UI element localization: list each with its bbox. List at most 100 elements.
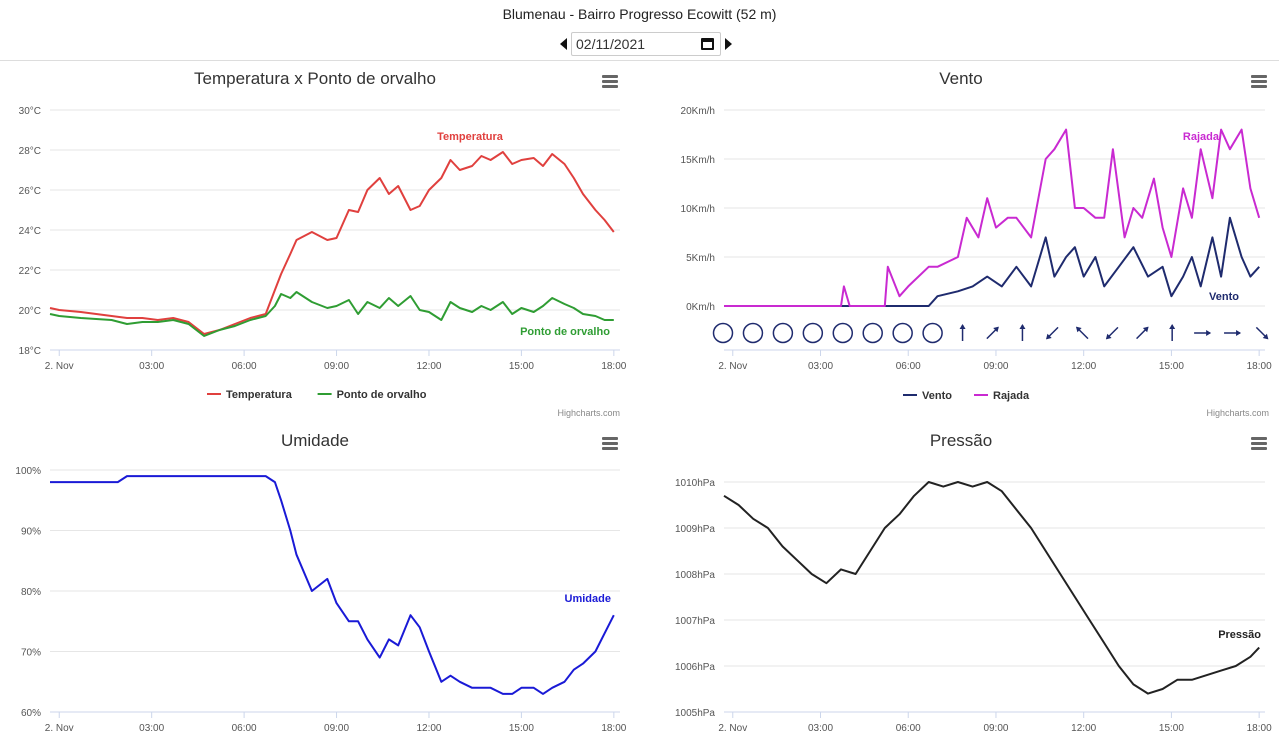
series-line-ponto-de-orvalho[interactable]: [49, 291, 614, 337]
x-tick-label: 18:00: [1247, 361, 1272, 372]
wind-calm-marker: [802, 322, 824, 344]
series-label: Umidade: [565, 593, 611, 605]
date-input[interactable]: 02/11/2021: [571, 32, 721, 56]
chart-menu-icon[interactable]: [1251, 437, 1267, 450]
legend-item[interactable]: Rajada: [974, 390, 1030, 402]
legend-label: Vento: [922, 390, 952, 402]
y-tick-label: 26°C: [19, 186, 41, 197]
y-tick-label: 100%: [15, 466, 41, 477]
y-tick-label: 24°C: [19, 226, 41, 237]
date-value: 02/11/2021: [576, 36, 646, 52]
series-line-press-o[interactable]: [723, 481, 1260, 695]
y-tick-label: 1007hPa: [675, 616, 715, 627]
chart-title: Vento: [939, 69, 983, 88]
x-tick-label: 06:00: [232, 723, 257, 733]
wind-direction-arrow-icon: [1105, 326, 1119, 340]
series-label: Temperatura: [437, 131, 504, 143]
x-tick-label: 06:00: [232, 361, 257, 372]
y-tick-label: 20°C: [19, 306, 41, 317]
x-tick-label: 03:00: [808, 723, 833, 733]
wind-direction-arrow-icon: [1075, 326, 1089, 340]
x-tick-label: 06:00: [896, 361, 921, 372]
wind-direction-arrow-icon: [1019, 324, 1026, 341]
previous-day-icon[interactable]: [560, 38, 567, 50]
chart-title: Umidade: [281, 431, 349, 450]
x-tick-label: 12:00: [416, 361, 441, 372]
y-tick-label: 70%: [21, 648, 41, 659]
wind-direction-arrow-icon: [1194, 330, 1212, 336]
pressure-chart: Pressão 1005hPa 1006hPa 1007hPa 1008hPa 1009h…: [649, 422, 1279, 733]
wind-calm-marker: [922, 322, 943, 344]
legend-label: Ponto de orvalho: [337, 389, 427, 401]
x-tick-label: 15:00: [1159, 361, 1184, 372]
x-tick-label: 03:00: [808, 361, 833, 372]
x-tick-label: 09:00: [324, 723, 349, 733]
chart-menu-icon[interactable]: [1251, 75, 1267, 88]
calendar-icon[interactable]: [701, 38, 714, 50]
y-tick-label: 0Km/h: [686, 302, 715, 313]
wind-direction-arrow-icon: [986, 326, 999, 340]
wind-direction-arrow-icon: [1255, 326, 1269, 340]
series-line-umidade[interactable]: [50, 475, 615, 695]
chart-menu-icon[interactable]: [602, 75, 618, 88]
pressure-svg: Pressão 1005hPa 1006hPa 1007hPa 1008hPa 1009h…: [675, 431, 1272, 733]
credits-link[interactable]: Highcharts.com: [1206, 408, 1269, 418]
series-label: Ponto de orvalho: [520, 326, 610, 338]
series-label: Pressão: [1218, 629, 1261, 641]
wind-calm-marker: [892, 322, 913, 344]
series-line-rajada[interactable]: [724, 128, 1261, 307]
temp-svg: Temperatura x Ponto de orvalho 18°C 20°C 22…: [19, 69, 627, 418]
y-tick-label: 5Km/h: [686, 253, 715, 264]
legend-item[interactable]: Vento: [903, 390, 952, 402]
x-tick-label: 18:00: [1247, 723, 1272, 733]
x-tick-label: 2. Nov: [718, 723, 747, 733]
legend-item[interactable]: Ponto de orvalho: [317, 389, 427, 401]
x-tick-label: 2. Nov: [45, 361, 74, 372]
y-tick-label: 60%: [21, 708, 41, 719]
x-tick-label: 12:00: [1071, 361, 1096, 372]
x-tick-label: 15:00: [1159, 723, 1184, 733]
x-tick-label: 12:00: [416, 723, 441, 733]
credits-link[interactable]: Highcharts.com: [557, 408, 620, 418]
wind-direction-arrow-icon: [1046, 326, 1059, 340]
y-tick-label: 20Km/h: [681, 106, 715, 117]
wind-calm-marker: [742, 322, 764, 344]
y-tick-label: 30°C: [19, 106, 41, 117]
x-tick-label: 2. Nov: [45, 723, 74, 733]
wind-direction-arrow-icon: [1224, 330, 1242, 336]
wind-calm-marker: [862, 322, 883, 344]
x-tick-label: 06:00: [896, 723, 921, 733]
next-day-icon[interactable]: [725, 38, 732, 50]
wind-svg: Vento 0Km/h 5Km/h 10Km/h 15Km/h 20Km/h 2. Nov 0…: [681, 69, 1273, 418]
y-tick-label: 15Km/h: [681, 155, 715, 166]
series-line-temperatura[interactable]: [49, 151, 615, 335]
y-tick-label: 18°C: [19, 346, 41, 357]
x-tick-label: 15:00: [509, 361, 534, 372]
y-tick-label: 10Km/h: [681, 204, 715, 215]
temperature-chart: Temperatura x Ponto de orvalho 18°C 20°C 22…: [0, 60, 630, 422]
page-title: Blumenau - Bairro Progresso Ecowitt (52 …: [502, 6, 777, 22]
y-tick-label: 1005hPa: [675, 708, 715, 719]
series-label: Vento: [1209, 291, 1239, 303]
humidity-chart: Umidade 60% 70% 80% 90% 100% 2. Nov 03:00 06:00 0…: [0, 422, 630, 733]
chart-title: Temperatura x Ponto de orvalho: [194, 69, 436, 88]
y-tick-label: 28°C: [19, 146, 41, 157]
x-tick-label: 09:00: [983, 361, 1008, 372]
x-tick-label: 03:00: [139, 723, 164, 733]
wind-direction-arrow-icon: [959, 324, 966, 341]
humidity-svg: Umidade 60% 70% 80% 90% 100% 2. Nov 03:00 06:00 0…: [15, 431, 626, 733]
x-tick-label: 12:00: [1071, 723, 1096, 733]
series-line-vento[interactable]: [724, 216, 1260, 307]
y-tick-label: 1008hPa: [675, 570, 715, 581]
page-header: Blumenau - Bairro Progresso Ecowitt (52 …: [0, 0, 1279, 61]
wind-calm-marker: [772, 322, 794, 344]
y-tick-label: 90%: [21, 527, 41, 538]
wind-chart: Vento 0Km/h 5Km/h 10Km/h 15Km/h 20Km/h 2. Nov 0…: [649, 60, 1279, 422]
chart-menu-icon[interactable]: [602, 437, 618, 450]
x-tick-label: 03:00: [139, 361, 164, 372]
x-tick-label: 09:00: [983, 723, 1008, 733]
y-tick-label: 1006hPa: [675, 662, 715, 673]
wind-direction-arrow-icon: [1169, 324, 1176, 341]
legend-item[interactable]: Temperatura: [207, 389, 293, 401]
x-tick-label: 09:00: [324, 361, 349, 372]
